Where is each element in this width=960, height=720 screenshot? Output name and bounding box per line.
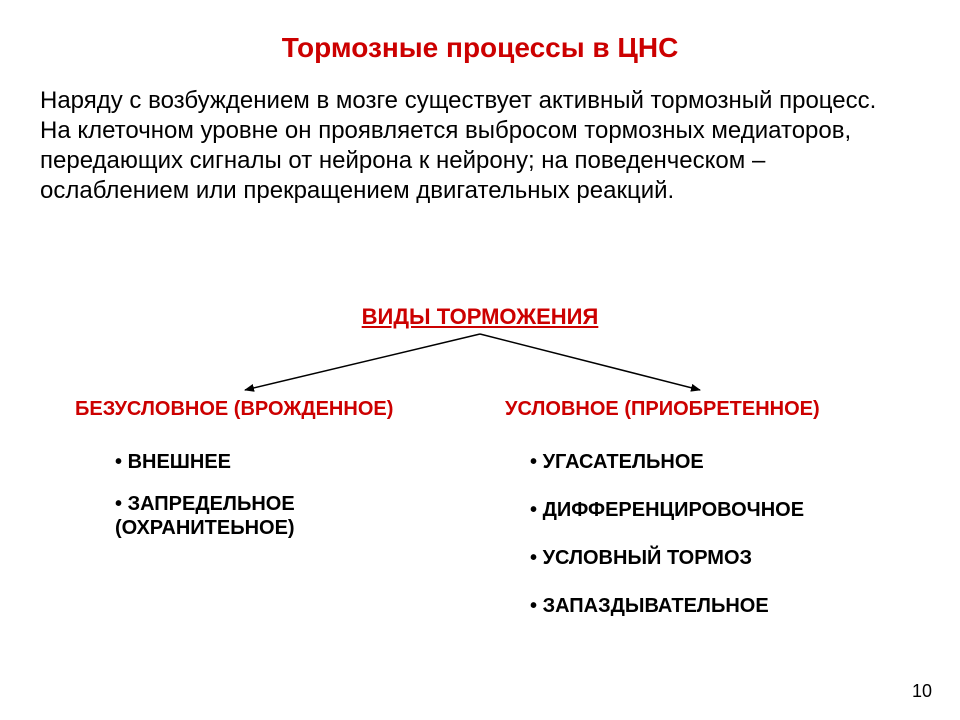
- bullet-icon: •: [530, 547, 537, 569]
- branch-left-list: • ВНЕШНЕЕ • ЗАПРЕДЕЛЬНОЕ (ОХРАНИТЕЬНОЕ): [115, 450, 435, 558]
- list-item: • ДИФФЕРЕНЦИРОВОЧНОЕ: [530, 498, 910, 522]
- slide-title: Тормозные процессы в ЦНС: [0, 32, 960, 64]
- page-number: 10: [912, 681, 932, 702]
- list-item: • ЗАПРЕДЕЛЬНОЕ (ОХРАНИТЕЬНОЕ): [115, 492, 435, 540]
- list-item: • УСЛОВНЫЙ ТОРМОЗ: [530, 546, 910, 570]
- bullet-icon: •: [115, 493, 122, 515]
- bullet-icon: •: [115, 451, 122, 473]
- list-item-text: ЗАПАЗДЫВАТЕЛЬНОЕ: [543, 595, 769, 617]
- intro-paragraph: Наряду с возбуждением в мозге существует…: [40, 86, 920, 206]
- bullet-icon: •: [530, 595, 537, 617]
- bullet-icon: •: [530, 451, 537, 473]
- list-item: • ВНЕШНЕЕ: [115, 450, 435, 474]
- tree-arrows: [0, 330, 960, 400]
- list-item: • ЗАПАЗДЫВАТЕЛЬНОЕ: [530, 594, 910, 618]
- branch-right-label: УСЛОВНОЕ (ПРИОБРЕТЕННОЕ): [505, 398, 820, 421]
- list-item-text: ДИФФЕРЕНЦИРОВОЧНОЕ: [543, 499, 804, 521]
- list-item: • УГАСАТЕЛЬНОЕ: [530, 450, 910, 474]
- bullet-icon: •: [530, 499, 537, 521]
- arrow-right: [480, 334, 700, 390]
- branch-left-label: БЕЗУСЛОВНОЕ (ВРОЖДЕННОЕ): [75, 398, 393, 421]
- list-item-text: ЗАПРЕДЕЛЬНОЕ (ОХРАНИТЕЬНОЕ): [115, 493, 295, 539]
- list-item-text: ВНЕШНЕЕ: [128, 451, 231, 473]
- tree-root-label: ВИДЫ ТОРМОЖЕНИЯ: [0, 304, 960, 330]
- branch-right-list: • УГАСАТЕЛЬНОЕ • ДИФФЕРЕНЦИРОВОЧНОЕ • УС…: [530, 450, 910, 642]
- list-item-text: УГАСАТЕЛЬНОЕ: [543, 451, 704, 473]
- arrow-left: [245, 334, 480, 390]
- list-item-text: УСЛОВНЫЙ ТОРМОЗ: [543, 547, 752, 569]
